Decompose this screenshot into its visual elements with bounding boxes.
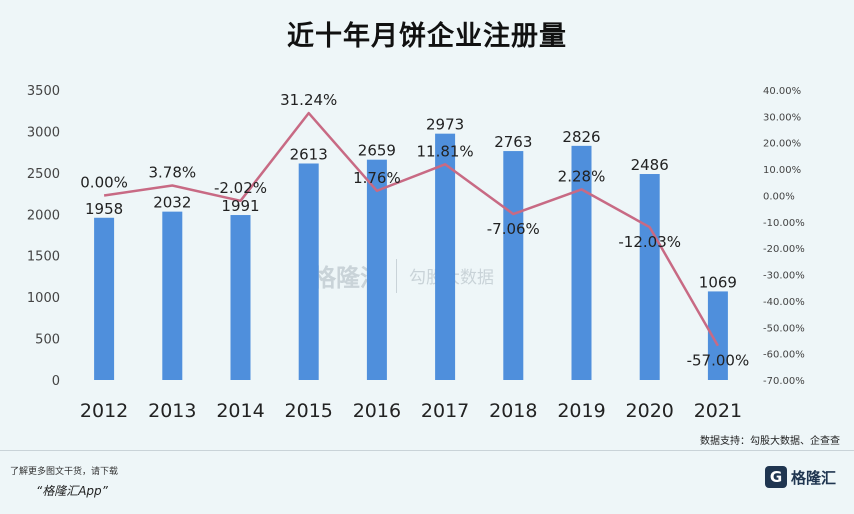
- x-tick-label: 2016: [353, 400, 401, 422]
- bar: [639, 174, 660, 380]
- y2-tick-label: -30.00%: [763, 271, 805, 282]
- footer-app-name: “格隆汇App”: [36, 484, 108, 498]
- y2-tick-label: 0.00%: [763, 191, 795, 202]
- chart-canvas: 0 500 1000 1500 2000 2500 3000 3500 -70.00% -60.0…: [27, 84, 805, 422]
- line-percent-label: 2.28%: [558, 167, 606, 185]
- bar-value-label: 2763: [494, 133, 532, 151]
- footer-brand-logo: G 格隆汇: [764, 466, 836, 488]
- y2-tick-label: -70.00%: [763, 376, 805, 387]
- footer-brand-name: 格隆汇: [790, 468, 836, 487]
- y-tick-label: 3000: [27, 125, 60, 140]
- bar-value-label: 2486: [631, 156, 669, 174]
- bar: [503, 151, 524, 380]
- line-percent-label: -57.00%: [687, 352, 750, 370]
- bar: [707, 291, 728, 380]
- y2-tick-label: -50.00%: [763, 323, 805, 334]
- bar: [298, 163, 319, 380]
- y-tick-label: 3500: [27, 84, 60, 99]
- bar: [435, 133, 456, 380]
- footer-promo-text: 了解更多图文干货，请下载: [10, 467, 119, 477]
- line-percent-label: -2.02%: [214, 179, 267, 197]
- line-percent-label: 11.81%: [416, 142, 473, 160]
- y-tick-label: 1500: [27, 250, 60, 265]
- line-percent-label: -7.06%: [487, 220, 540, 238]
- x-tick-label: 2012: [80, 400, 128, 422]
- y-tick-label: 1000: [27, 291, 60, 306]
- y2-tick-label: 20.00%: [763, 139, 801, 150]
- bar-value-label: 2613: [290, 145, 328, 163]
- x-tick-label: 2018: [489, 400, 537, 422]
- bar-value-label: 2826: [562, 128, 600, 146]
- growth-line: [103, 111, 719, 347]
- bar: [230, 215, 251, 380]
- line-percent-label: 31.24%: [280, 91, 337, 109]
- bar: [366, 159, 387, 380]
- y2-tick-label: -60.00%: [763, 350, 805, 361]
- x-tick-label: 2019: [557, 400, 605, 422]
- y2-tick-label: -40.00%: [763, 297, 805, 308]
- y-tick-label: 2500: [27, 167, 60, 182]
- y2-tick-label: 10.00%: [763, 165, 801, 176]
- x-tick-label: 2013: [148, 400, 196, 422]
- x-tick-label: 2021: [694, 400, 742, 422]
- bar: [162, 211, 183, 380]
- y2-tick-label: 30.00%: [763, 112, 801, 123]
- source-note: 数据支持：勾股大数据、企查查: [700, 436, 840, 447]
- bar-value-label: 1958: [85, 200, 123, 218]
- chart-title: 近十年月饼企业注册量: [287, 21, 567, 52]
- x-tick-label: 2015: [285, 400, 333, 422]
- bar-value-label: 1991: [221, 197, 259, 215]
- x-tick-label: 2014: [216, 400, 264, 422]
- x-tick-label: 2020: [626, 400, 674, 422]
- y2-tick-label: -20.00%: [763, 244, 805, 255]
- line-percent-label: 1.76%: [353, 169, 401, 187]
- line-percent-label: 3.78%: [148, 163, 196, 181]
- watermark-divider: [396, 258, 397, 293]
- y2-tick-label: 40.00%: [763, 86, 801, 97]
- x-tick-label: 2017: [421, 400, 469, 422]
- line-percent-label: -12.03%: [618, 233, 681, 251]
- bar-value-label: 2659: [358, 142, 396, 160]
- line-percent-label: 0.00%: [80, 173, 128, 191]
- y2-tick-label: -10.00%: [763, 218, 805, 229]
- bar-value-label: 2032: [153, 194, 191, 212]
- bar-value-label: 1069: [699, 273, 737, 291]
- bar: [94, 217, 115, 380]
- bar: [571, 145, 592, 380]
- bar-value-label: 2973: [426, 116, 464, 134]
- brand-g-icon: G: [764, 466, 787, 488]
- footer-divider: [0, 450, 854, 451]
- y-tick-label: 500: [35, 333, 60, 348]
- y-tick-label: 0: [52, 374, 60, 389]
- y-tick-label: 2000: [27, 208, 60, 223]
